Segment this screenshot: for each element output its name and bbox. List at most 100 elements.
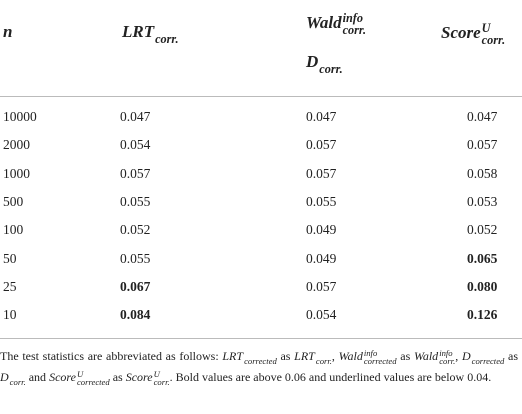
footnote-part: Wald info corr. bbox=[413, 347, 456, 367]
footnote-part: as bbox=[396, 349, 414, 363]
symbol: Score bbox=[441, 23, 481, 43]
row-label: 2000 bbox=[3, 137, 30, 153]
symbol: Wald bbox=[338, 349, 363, 363]
column-header: LRT corr. bbox=[122, 22, 179, 45]
table-cell: 0.049 bbox=[306, 250, 337, 266]
symbol: D bbox=[461, 349, 471, 363]
symbol: Score bbox=[49, 370, 76, 384]
row-label: 1000 bbox=[3, 165, 30, 181]
script: corrected bbox=[244, 357, 277, 366]
row-label: 100 bbox=[3, 222, 24, 238]
symbol: LRT bbox=[122, 22, 155, 41]
symbol: n bbox=[3, 22, 13, 41]
footnote-part: , bbox=[455, 349, 462, 363]
footnote-part: Wald info corrected bbox=[338, 347, 397, 366]
footnote-part: LRT corr. bbox=[294, 349, 332, 366]
footnote-part: as bbox=[276, 349, 295, 363]
script: info corr. bbox=[439, 347, 456, 367]
table-cell: 0.057 bbox=[306, 278, 337, 294]
superscript: U bbox=[481, 21, 491, 35]
table-cell: 0.054 bbox=[306, 307, 337, 323]
table-cell: 0.054 bbox=[120, 137, 151, 153]
table-cell: 0.047 bbox=[467, 109, 498, 124]
subscript: corr. bbox=[439, 356, 456, 367]
row-label: 10 bbox=[3, 307, 17, 323]
table-cell: 0.049 bbox=[306, 222, 337, 238]
script: corr. bbox=[316, 357, 332, 366]
subscript: corr. bbox=[342, 23, 367, 38]
subscript: corr. bbox=[153, 377, 170, 388]
symbol: D bbox=[0, 370, 9, 384]
footnote-part: LRT corrected bbox=[222, 349, 277, 366]
superscript: info bbox=[342, 11, 363, 25]
script: corr. bbox=[155, 31, 179, 46]
subscript: corr. bbox=[319, 61, 343, 76]
table-cell: 0.053 bbox=[467, 193, 498, 209]
footnote-part: , bbox=[331, 349, 339, 363]
footnote-part: and bbox=[25, 370, 50, 384]
superscript: U bbox=[153, 368, 160, 379]
subscript: corrected bbox=[76, 377, 110, 388]
symbol: Wald bbox=[413, 349, 439, 363]
header-text: Wald info corr. bbox=[306, 12, 366, 37]
script: corrected bbox=[472, 357, 505, 366]
symbol: LRT bbox=[294, 349, 315, 363]
bottom-rule bbox=[0, 338, 522, 339]
subscript: corr. bbox=[315, 355, 332, 366]
symbol: Wald bbox=[306, 13, 342, 33]
table-cell: 0.057 bbox=[467, 137, 498, 153]
table-cell: 0.057 bbox=[306, 137, 337, 153]
symbol: LRT bbox=[222, 349, 244, 363]
subscript: corr. bbox=[481, 33, 506, 48]
symbol: Score bbox=[125, 370, 153, 384]
table-cell: 0.057 bbox=[306, 165, 337, 181]
subscript: corr. bbox=[155, 31, 179, 46]
subscript: corr. bbox=[9, 376, 26, 387]
table-cell: 0.047 bbox=[120, 109, 151, 124]
table-cell: 0.055 bbox=[120, 250, 151, 266]
subscript: corrected bbox=[244, 355, 277, 366]
table-cell: 0.047 bbox=[306, 109, 337, 124]
row-label: 10000 bbox=[3, 109, 37, 124]
superscript: U bbox=[76, 368, 84, 379]
table-cell: 0.055 bbox=[120, 193, 151, 209]
row-label: 50 bbox=[3, 250, 17, 266]
symbol: D bbox=[306, 52, 319, 71]
table-cell: 0.126 bbox=[467, 307, 498, 323]
table-cell: 0.052 bbox=[120, 222, 151, 238]
footnote-part: . Bold values are above 0.06 and underli… bbox=[169, 370, 492, 384]
footnote-part: as bbox=[504, 349, 519, 363]
superscript: info bbox=[363, 347, 378, 358]
table-cell: 0.065 bbox=[467, 250, 498, 266]
script: corr. bbox=[319, 61, 343, 76]
table-cell: 0.080 bbox=[467, 278, 498, 294]
subscript: corrected bbox=[471, 355, 505, 366]
footnote-part: The test statistics are abbreviated as f… bbox=[0, 349, 223, 363]
footnote-part: as bbox=[109, 370, 126, 384]
superscript: info bbox=[439, 347, 453, 358]
row-label: 25 bbox=[3, 278, 17, 294]
table-cell: 0.084 bbox=[120, 307, 151, 323]
table-cell: 0.057 bbox=[120, 165, 151, 181]
table-cell: 0.052 bbox=[467, 222, 498, 238]
script: info corr. bbox=[342, 11, 367, 38]
table-cell: 0.058 bbox=[467, 165, 498, 181]
table-cell: 0.055 bbox=[306, 193, 337, 209]
table-cell: 0.067 bbox=[120, 278, 151, 294]
script: info corrected bbox=[363, 347, 397, 366]
header-text: n bbox=[3, 22, 12, 41]
header-rule bbox=[0, 96, 522, 97]
column-header: Wald info corr. bbox=[306, 12, 366, 37]
row-label: 500 bbox=[3, 193, 24, 209]
